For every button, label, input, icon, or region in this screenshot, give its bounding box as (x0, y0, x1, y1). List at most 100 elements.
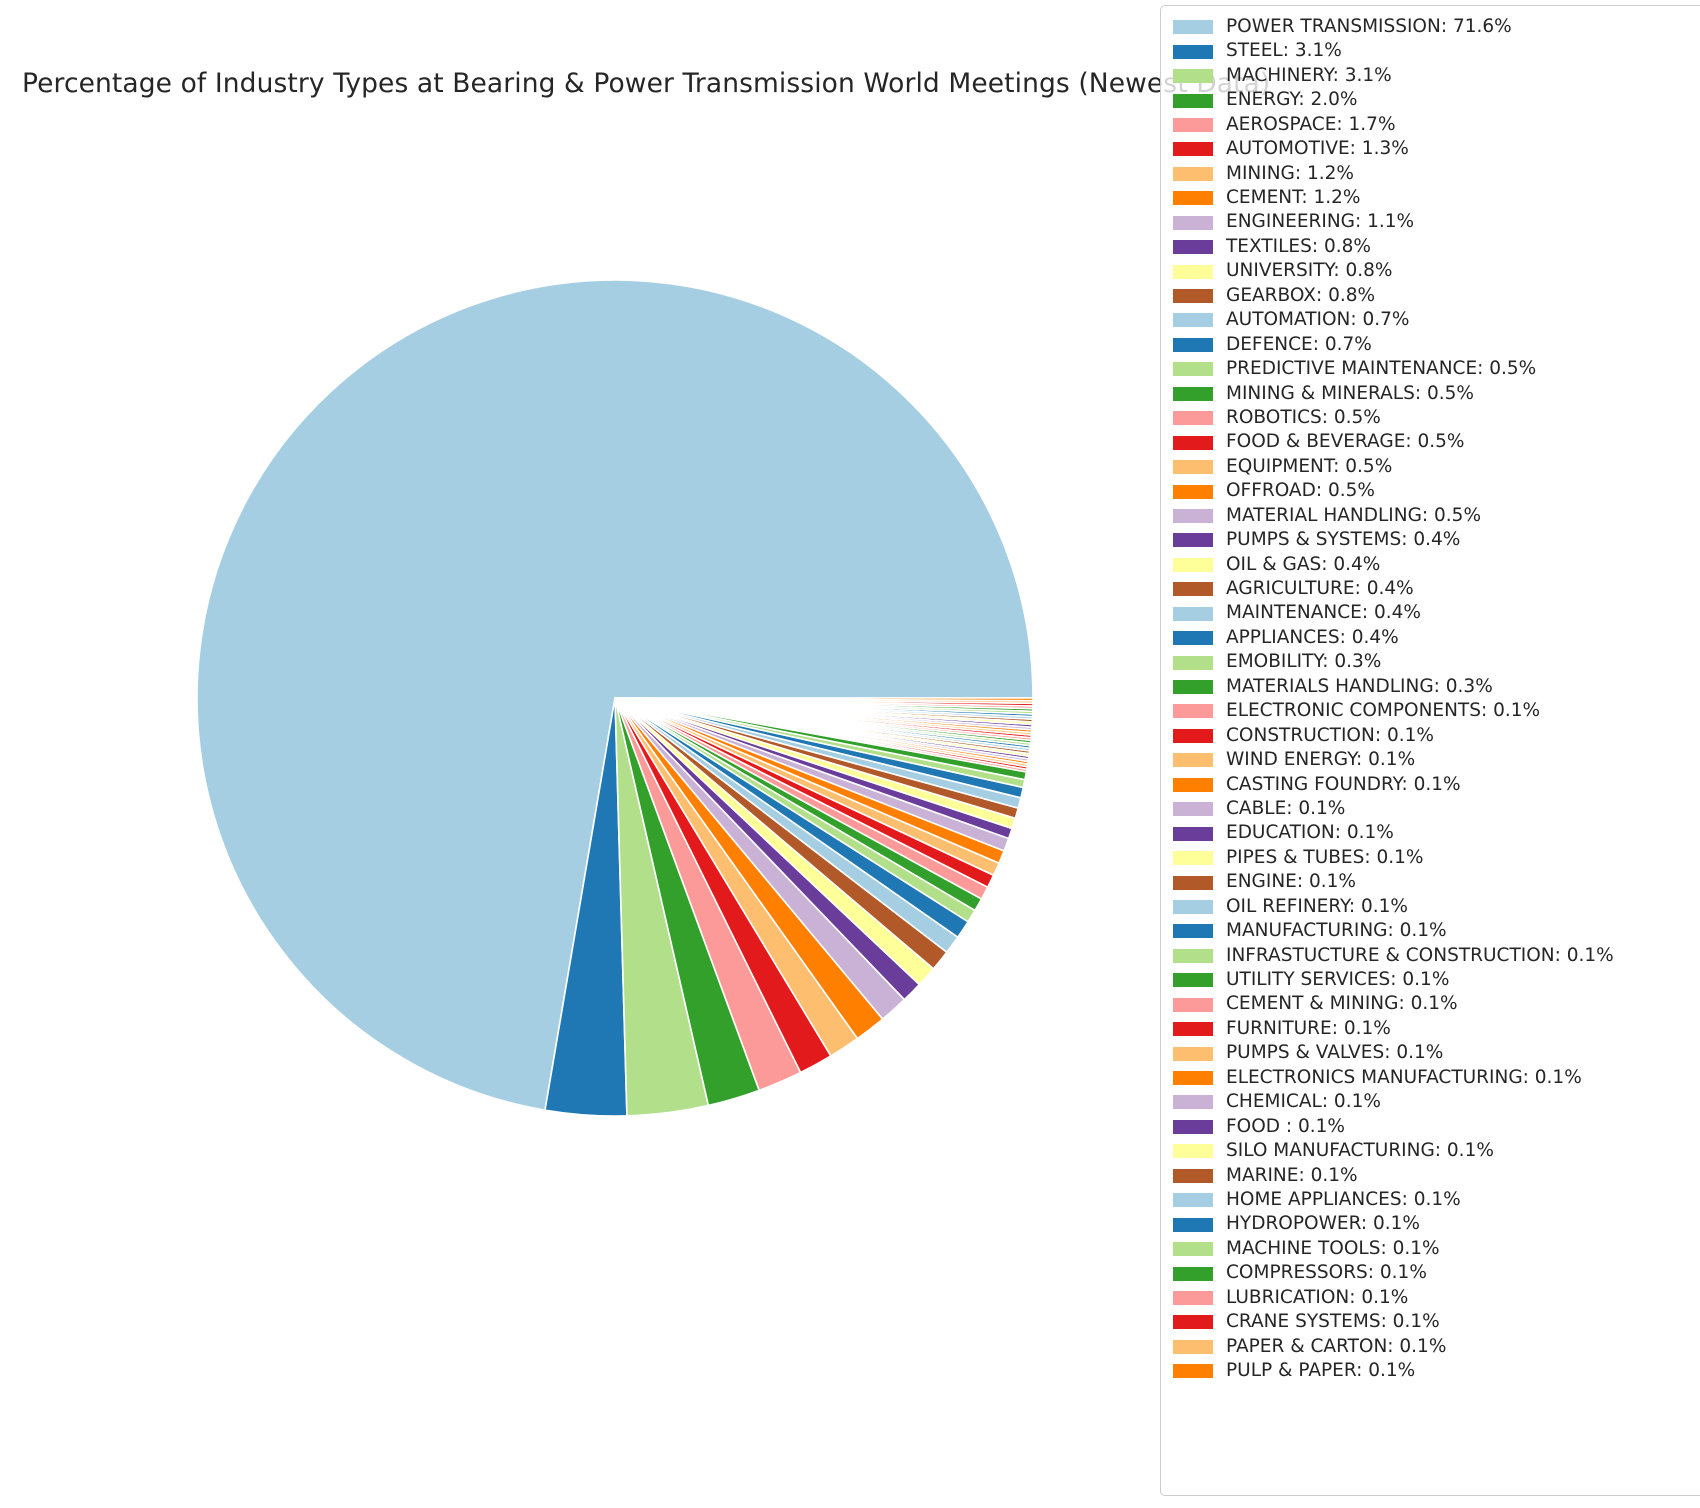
legend-item[interactable]: MAINTENANCE: 0.4% (1161, 602, 1614, 626)
legend-color-swatch (1173, 313, 1213, 328)
legend-item[interactable]: HYDROPOWER: 0.1% (1161, 1212, 1614, 1236)
legend-item[interactable]: SILO MANUFACTURING: 0.1% (1161, 1139, 1614, 1163)
legend-color-swatch (1173, 777, 1213, 792)
legend-item[interactable]: STEEL: 3.1% (1161, 39, 1614, 63)
legend-item-label: EQUIPMENT: 0.5% (1226, 455, 1393, 477)
legend-item[interactable]: DEFENCE: 0.7% (1161, 333, 1614, 357)
legend-item[interactable]: PULP & PAPER: 0.1% (1161, 1359, 1614, 1383)
legend-item[interactable]: TEXTILES: 0.8% (1161, 235, 1614, 259)
legend-item[interactable]: ELECTRONICS MANUFACTURING: 0.1% (1161, 1066, 1614, 1090)
legend-item-label: ENGINEERING: 1.1% (1226, 211, 1415, 233)
legend-item[interactable]: OIL & GAS: 0.4% (1161, 553, 1614, 577)
legend-color-swatch (1173, 386, 1213, 401)
legend-item[interactable]: EMOBILITY: 0.3% (1161, 650, 1614, 674)
legend-item-label: CASTING FOUNDRY: 0.1% (1226, 773, 1461, 795)
legend-item[interactable]: MATERIAL HANDLING: 0.5% (1161, 504, 1614, 528)
legend-item[interactable]: PAPER & CARTON: 0.1% (1161, 1335, 1614, 1359)
legend-item-label: CHEMICAL: 0.1% (1226, 1091, 1381, 1113)
legend-color-swatch (1173, 1071, 1213, 1086)
legend-item-label: FOOD : 0.1% (1226, 1115, 1346, 1137)
legend-item[interactable]: UTILITY SERVICES: 0.1% (1161, 968, 1614, 992)
pie-slice[interactable] (196, 279, 1034, 1111)
legend-item[interactable]: INFRASTUCTURE & CONSTRUCTION: 0.1% (1161, 944, 1614, 968)
legend-item[interactable]: AEROSPACE: 1.7% (1161, 113, 1614, 137)
legend-item[interactable]: MACHINE TOOLS: 0.1% (1161, 1237, 1614, 1261)
legend-color-swatch (1173, 826, 1213, 841)
legend-item[interactable]: AGRICULTURE: 0.4% (1161, 577, 1614, 601)
legend-item[interactable]: MACHINERY: 3.1% (1161, 64, 1614, 88)
legend-item[interactable]: GEARBOX: 0.8% (1161, 284, 1614, 308)
legend-color-swatch (1173, 1339, 1213, 1354)
legend-item[interactable]: PIPES & TUBES: 0.1% (1161, 846, 1614, 870)
legend-item-label: AUTOMOTIVE: 1.3% (1226, 138, 1409, 160)
legend-item-label: EDUCATION: 0.1% (1226, 822, 1394, 844)
chart-legend: POWER TRANSMISSION: 71.6% STEEL: 3.1% MACH… (1160, 5, 1700, 1496)
legend-color-swatch (1173, 117, 1213, 132)
legend-color-swatch (1173, 166, 1213, 181)
legend-item[interactable]: FOOD : 0.1% (1161, 1115, 1614, 1139)
legend-item[interactable]: CRANE SYSTEMS: 0.1% (1161, 1310, 1614, 1334)
legend-item[interactable]: ELECTRONIC COMPONENTS: 0.1% (1161, 699, 1614, 723)
legend-item[interactable]: CEMENT & MINING: 0.1% (1161, 993, 1614, 1017)
legend-color-swatch (1173, 1266, 1213, 1281)
legend-color-swatch (1173, 997, 1213, 1012)
legend-color-swatch (1173, 362, 1213, 377)
legend-item[interactable]: AUTOMATION: 0.7% (1161, 308, 1614, 332)
legend-item-label: UNIVERSITY: 0.8% (1226, 260, 1393, 282)
legend-item[interactable]: OIL REFINERY: 0.1% (1161, 895, 1614, 919)
legend-item[interactable]: PUMPS & SYSTEMS: 0.4% (1161, 528, 1614, 552)
legend-item-label: HOME APPLIANCES: 0.1% (1226, 1188, 1461, 1210)
legend-item-label: AEROSPACE: 1.7% (1226, 113, 1396, 135)
legend-color-swatch (1173, 1217, 1213, 1232)
legend-item-label: PULP & PAPER: 0.1% (1226, 1360, 1416, 1382)
legend-item[interactable]: EQUIPMENT: 0.5% (1161, 455, 1614, 479)
legend-item[interactable]: CABLE: 0.1% (1161, 797, 1614, 821)
legend-item[interactable]: UNIVERSITY: 0.8% (1161, 259, 1614, 283)
legend-item[interactable]: COMPRESSORS: 0.1% (1161, 1261, 1614, 1285)
legend-item[interactable]: MINING & MINERALS: 0.5% (1161, 382, 1614, 406)
legend-item[interactable]: MARINE: 0.1% (1161, 1164, 1614, 1188)
legend-item[interactable]: CHEMICAL: 0.1% (1161, 1090, 1614, 1114)
legend-color-swatch (1173, 484, 1213, 499)
legend-item[interactable]: WIND ENERGY: 0.1% (1161, 748, 1614, 772)
legend-color-swatch (1173, 411, 1213, 426)
legend-item[interactable]: CEMENT: 1.2% (1161, 186, 1614, 210)
legend-item-label: MINING & MINERALS: 0.5% (1226, 382, 1474, 404)
legend-item[interactable]: ENGINE: 0.1% (1161, 870, 1614, 894)
legend-item[interactable]: PUMPS & VALVES: 0.1% (1161, 1041, 1614, 1065)
legend-item[interactable]: AUTOMOTIVE: 1.3% (1161, 137, 1614, 161)
legend-color-swatch (1173, 924, 1213, 939)
legend-item[interactable]: CASTING FOUNDRY: 0.1% (1161, 773, 1614, 797)
legend-color-swatch (1173, 655, 1213, 670)
legend-color-swatch (1173, 1290, 1213, 1305)
legend-item-label: DEFENCE: 0.7% (1226, 333, 1372, 355)
legend-item[interactable]: MANUFACTURING: 0.1% (1161, 919, 1614, 943)
legend-item[interactable]: MINING: 1.2% (1161, 162, 1614, 186)
legend-item[interactable]: POWER TRANSMISSION: 71.6% (1161, 15, 1614, 39)
legend-color-swatch (1173, 69, 1213, 84)
legend-color-swatch (1173, 289, 1213, 304)
legend-item[interactable]: FURNITURE: 0.1% (1161, 1017, 1614, 1041)
legend-color-swatch (1173, 753, 1213, 768)
legend-item[interactable]: OFFROAD: 0.5% (1161, 479, 1614, 503)
legend-item[interactable]: HOME APPLIANCES: 0.1% (1161, 1188, 1614, 1212)
legend-item[interactable]: CONSTRUCTION: 0.1% (1161, 724, 1614, 748)
legend-item-label: STEEL: 3.1% (1226, 40, 1342, 62)
pie-slice[interactable] (614, 697, 1034, 702)
legend-color-swatch (1173, 606, 1213, 621)
legend-item[interactable]: EDUCATION: 0.1% (1161, 821, 1614, 845)
legend-item-label: ENERGY: 2.0% (1226, 89, 1358, 111)
legend-item[interactable]: FOOD & BEVERAGE: 0.5% (1161, 430, 1614, 454)
legend-item-label: INFRASTUCTURE & CONSTRUCTION: 0.1% (1226, 944, 1614, 966)
legend-item[interactable]: LUBRICATION: 0.1% (1161, 1286, 1614, 1310)
legend-item[interactable]: ENGINEERING: 1.1% (1161, 211, 1614, 235)
legend-item[interactable]: MATERIALS HANDLING: 0.3% (1161, 675, 1614, 699)
legend-color-swatch (1173, 899, 1213, 914)
legend-item[interactable]: ROBOTICS: 0.5% (1161, 406, 1614, 430)
legend-color-swatch (1173, 1315, 1213, 1330)
legend-item[interactable]: APPLIANCES: 0.4% (1161, 626, 1614, 650)
legend-color-swatch (1173, 191, 1213, 206)
legend-color-swatch (1173, 802, 1213, 817)
legend-item[interactable]: PREDICTIVE MAINTENANCE: 0.5% (1161, 357, 1614, 381)
legend-item[interactable]: ENERGY: 2.0% (1161, 88, 1614, 112)
